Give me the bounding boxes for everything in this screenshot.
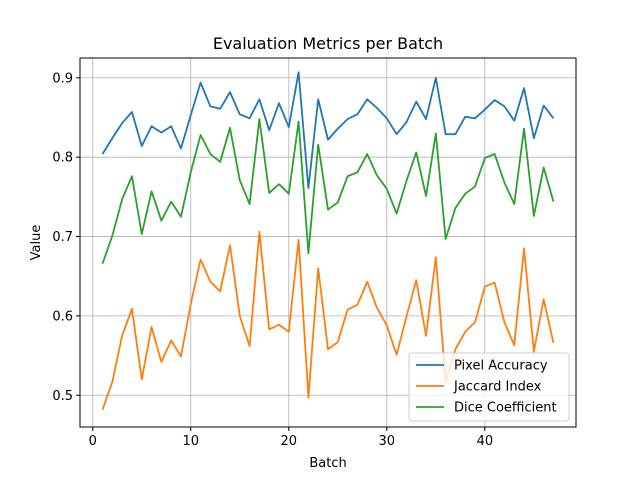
y-tick-label: 0.7	[52, 230, 73, 245]
legend-label-dice-coefficient: Dice Coefficient	[454, 401, 557, 416]
x-tick-label: 30	[379, 434, 396, 449]
x-axis-label: Batch	[309, 456, 346, 471]
legend-box	[408, 352, 570, 422]
series-line-pixel-accuracy	[101, 71, 555, 190]
series-line-jaccard-index	[101, 230, 555, 410]
x-tick-label: 40	[477, 434, 494, 449]
series-line-dice-coefficient	[101, 118, 555, 264]
grid	[80, 58, 576, 427]
x-tick-label: 20	[281, 434, 298, 449]
chart-title: Evaluation Metrics per Batch	[213, 34, 443, 53]
y-tick-label: 0.6	[52, 309, 73, 324]
y-axis-label: Value	[29, 225, 44, 261]
y-tick-label: 0.5	[52, 389, 73, 404]
x-tick-label: 10	[182, 434, 199, 449]
x-tick-label: 0	[89, 434, 97, 449]
ticks: 0 10 20 30 40 0.5 0.6 0.7 0.8 0.9	[52, 71, 493, 449]
axes-frame	[79, 57, 577, 428]
series-lines	[101, 71, 555, 410]
y-tick-label: 0.9	[52, 71, 73, 86]
legend: Pixel Accuracy Jaccard Index Dice Coeffici…	[408, 352, 570, 422]
y-tick-label: 0.8	[52, 151, 73, 166]
legend-label-pixel-accuracy: Pixel Accuracy	[454, 359, 548, 374]
legend-label-jaccard-index: Jaccard Index	[453, 380, 542, 395]
